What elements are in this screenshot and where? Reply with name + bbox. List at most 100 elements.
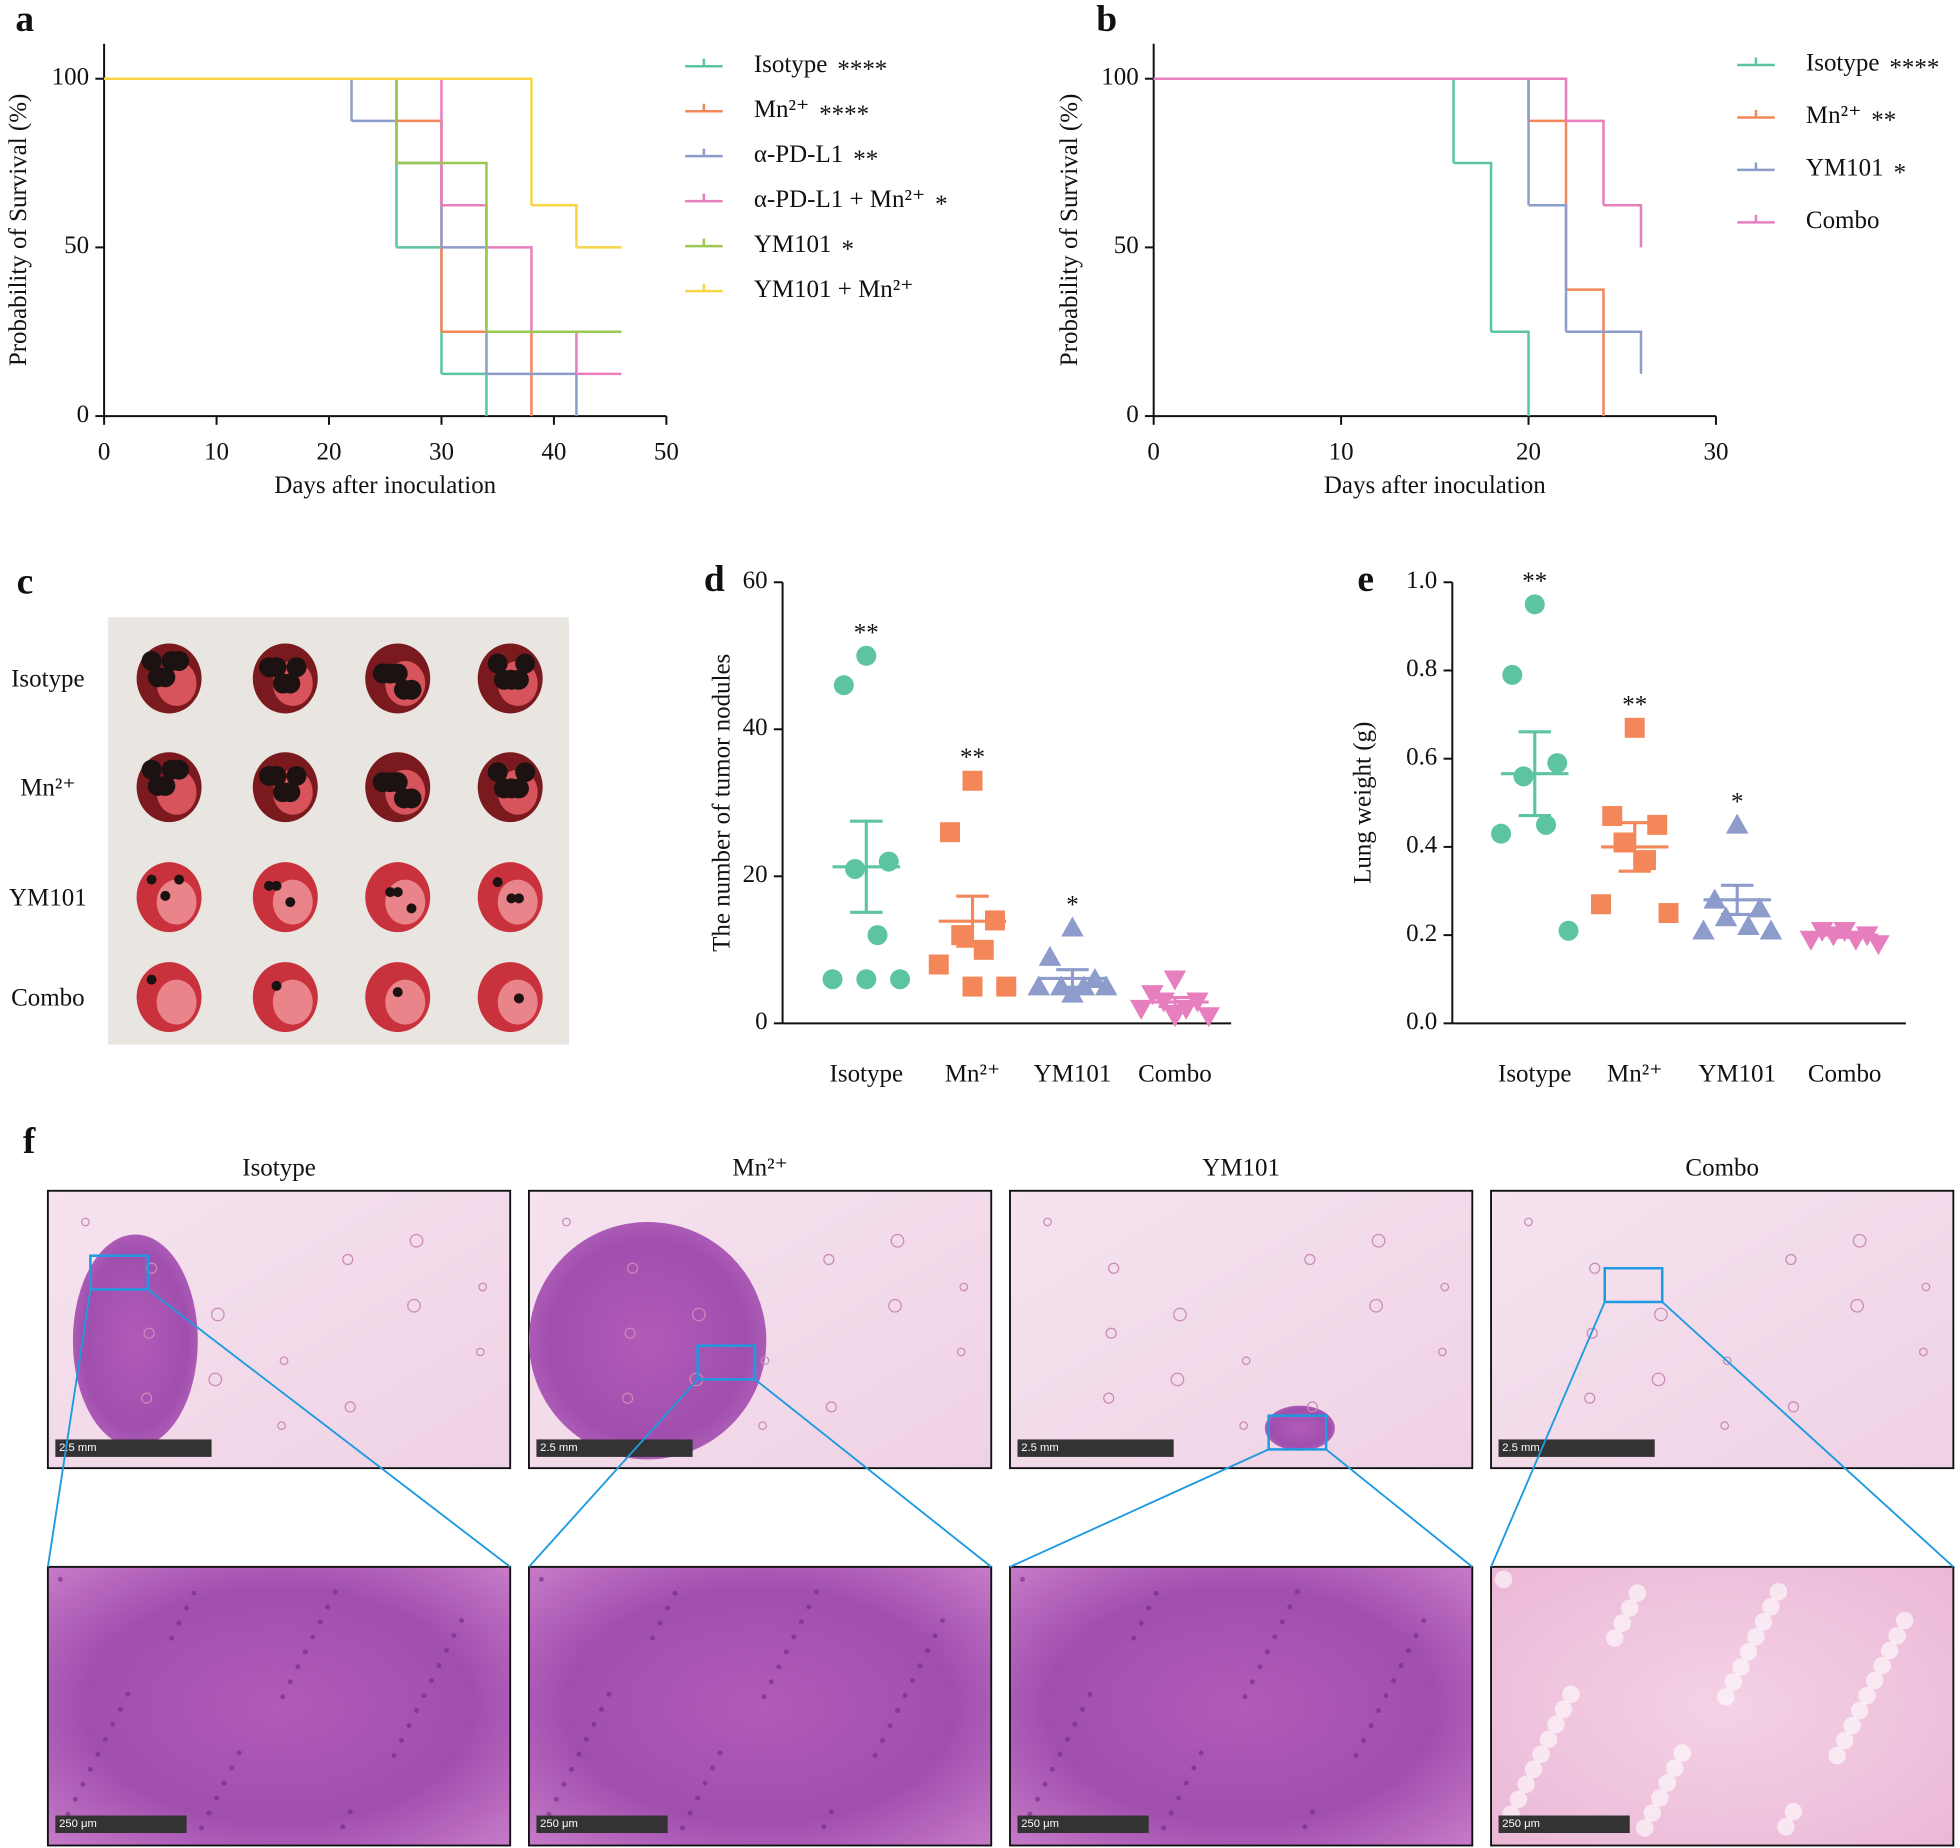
lung-photo xyxy=(513,893,524,904)
cell-detail xyxy=(568,1766,574,1772)
scale-label: 250 μm xyxy=(1021,1818,1059,1830)
cell-detail xyxy=(761,1694,767,1700)
y-tick-label: 0 xyxy=(77,401,89,428)
scale-label: 250 μm xyxy=(540,1818,578,1830)
error-bar xyxy=(1158,996,1192,1008)
y-tick-label: 100 xyxy=(1101,63,1138,90)
lung-photo xyxy=(286,765,307,786)
cell-detail xyxy=(1739,1643,1758,1661)
cell-detail xyxy=(1873,1656,1891,1675)
cell-detail xyxy=(895,1708,901,1714)
scale-label: 2.5 mm xyxy=(59,1442,96,1454)
cell-detail xyxy=(1302,1824,1308,1830)
cell-detail xyxy=(117,1706,123,1712)
x-axis-label: Days after inoculation xyxy=(1324,472,1546,499)
x-axis-label: Days after inoculation xyxy=(274,472,496,499)
tissue-detail xyxy=(208,1372,223,1387)
cell-detail xyxy=(576,1751,582,1757)
cell-detail xyxy=(421,1693,427,1699)
data-point xyxy=(951,925,972,946)
survival-step xyxy=(1153,77,1530,121)
data-point xyxy=(1163,970,1187,991)
legend-significance: * xyxy=(935,191,947,218)
survival-step xyxy=(531,330,578,374)
tissue-detail xyxy=(1589,1262,1601,1274)
data-point xyxy=(856,969,877,990)
y-tick-label: 0.4 xyxy=(1406,832,1438,859)
cell-detail xyxy=(1287,1604,1293,1610)
lung-photo xyxy=(259,765,280,786)
cell-detail xyxy=(598,1706,604,1712)
lung-photo xyxy=(147,775,168,796)
cell-detail xyxy=(1176,1795,1182,1801)
y-tick-label: 0.8 xyxy=(1406,655,1437,682)
y-tick-label: 0.6 xyxy=(1406,743,1437,770)
cell-detail xyxy=(717,1750,723,1756)
lung-photo xyxy=(506,893,517,904)
survival-step xyxy=(104,77,533,206)
tissue-detail xyxy=(1850,1298,1865,1313)
cell-detail xyxy=(591,1721,597,1727)
panel-title: YM101 xyxy=(1202,1154,1280,1181)
survival-step xyxy=(351,119,398,164)
x-tick-label: Isotype xyxy=(1498,1061,1572,1088)
cell-detail xyxy=(1658,1774,1676,1792)
data-point xyxy=(962,770,983,791)
lung-photo xyxy=(515,762,536,783)
data-point xyxy=(1759,919,1783,940)
cell-detail xyxy=(1554,1700,1573,1719)
data-point xyxy=(1647,814,1668,835)
zoom-box xyxy=(696,1344,757,1381)
legend-label: Combo xyxy=(1806,207,1880,234)
cell-detail xyxy=(1138,1620,1144,1626)
data-point xyxy=(1163,1007,1187,1028)
lung-photo xyxy=(385,879,426,925)
cell-detail xyxy=(695,1795,701,1801)
cell-detail xyxy=(125,1691,131,1697)
data-point xyxy=(845,858,866,879)
cell-detail xyxy=(199,1825,205,1831)
data-point xyxy=(890,969,911,990)
cell-detail xyxy=(1398,1663,1404,1669)
lung-photo xyxy=(147,667,168,688)
data-point xyxy=(1027,975,1050,996)
significance: * xyxy=(1731,788,1743,815)
tissue-detail xyxy=(1654,1307,1668,1322)
tissue-detail xyxy=(1173,1307,1187,1322)
cell-detail xyxy=(872,1753,878,1759)
legend-significance: **** xyxy=(1889,55,1939,82)
data-point xyxy=(1129,999,1153,1020)
data-point xyxy=(822,969,843,990)
data-point xyxy=(1624,717,1645,738)
x-tick-label: 0 xyxy=(98,438,110,465)
data-point xyxy=(928,954,949,975)
tumor-region xyxy=(528,1222,767,1460)
cell-detail xyxy=(650,1635,656,1641)
data-point xyxy=(1049,975,1073,996)
cell-detail xyxy=(1865,1671,1884,1690)
cell-detail xyxy=(1635,1819,1654,1837)
scale-bar xyxy=(1498,1815,1630,1834)
cell-detail xyxy=(1843,1716,1861,1735)
data-point xyxy=(1714,906,1738,927)
legend-label: Isotype xyxy=(1806,50,1880,77)
lung-photo xyxy=(160,890,171,901)
survival-step xyxy=(104,77,443,206)
row-label: Combo xyxy=(11,984,85,1011)
tissue-detail xyxy=(1524,1217,1533,1227)
data-point xyxy=(1692,919,1715,940)
tissue-detail xyxy=(342,1253,354,1266)
cell-detail xyxy=(347,1809,353,1815)
lung-photo xyxy=(515,653,536,674)
tissue-detail xyxy=(562,1217,571,1227)
tissue-detail xyxy=(1371,1233,1386,1248)
cell-detail xyxy=(672,1590,678,1596)
tissue-detail xyxy=(475,1347,485,1357)
cell-detail xyxy=(1131,1635,1137,1641)
legend-significance: **** xyxy=(819,101,869,128)
cell-detail xyxy=(451,1633,457,1639)
cell-detail xyxy=(1754,1613,1773,1631)
cell-detail xyxy=(1361,1738,1367,1744)
cell-detail xyxy=(768,1679,774,1685)
lung-photo xyxy=(513,993,524,1004)
